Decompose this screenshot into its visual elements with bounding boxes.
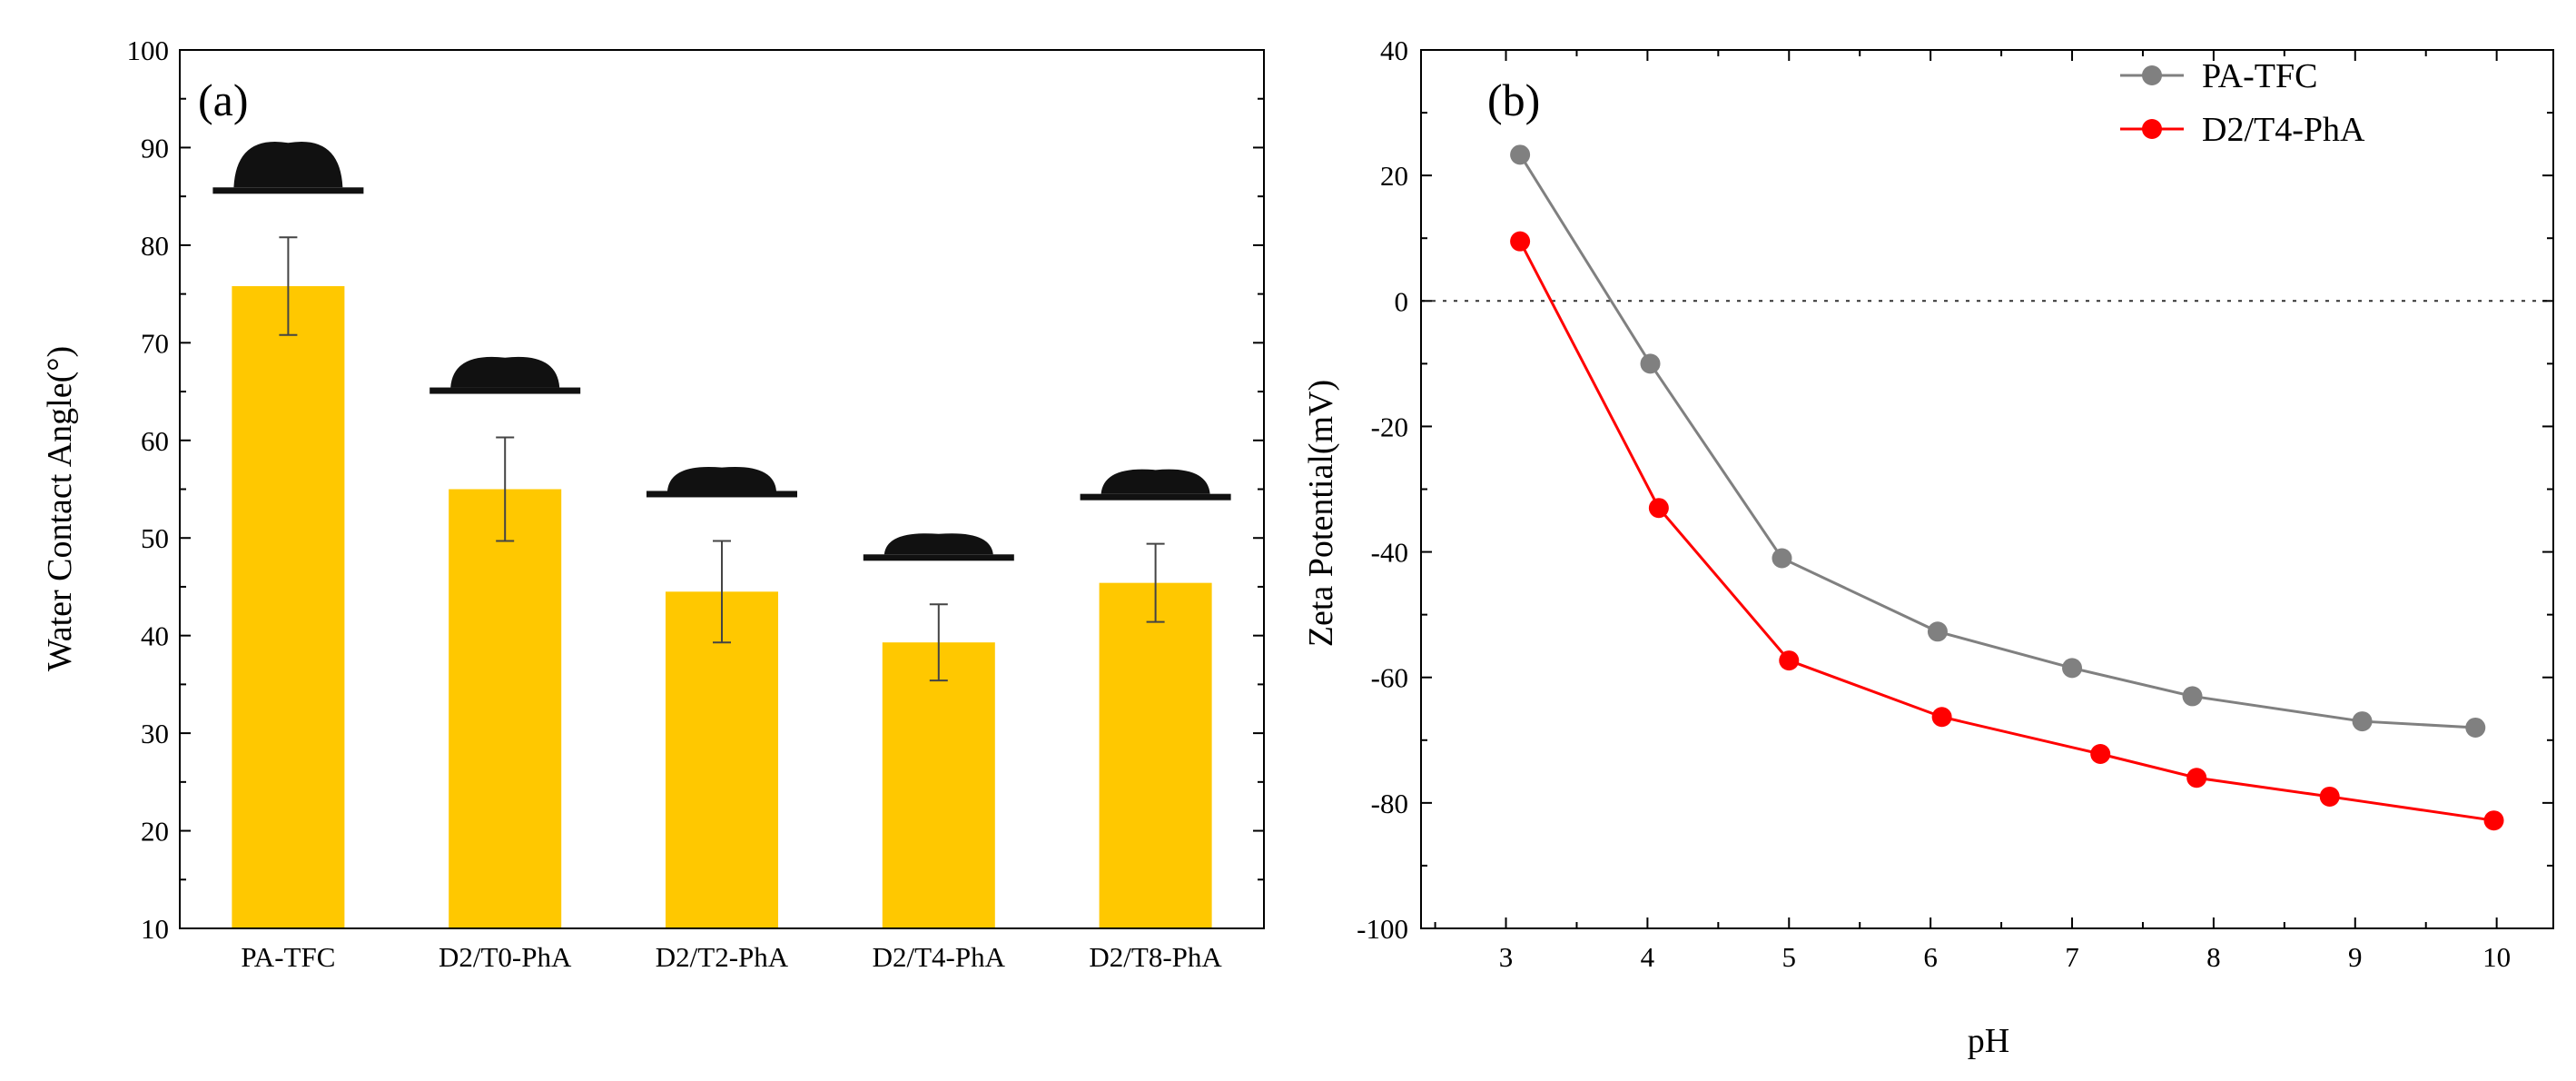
panel-b-line-chart: (b) Zeta Potential(mV) pH -100-80-60-40-… (1302, 35, 2554, 1060)
droplet-shape (450, 356, 560, 388)
y-tick-label-60: 60 (141, 425, 169, 457)
droplet-shape (883, 533, 993, 555)
panel-a-droplets (212, 141, 1231, 561)
series-d2-t4-pha (1510, 231, 2504, 831)
point-d2-t4-pha-1 (1648, 498, 1669, 519)
water-droplet-icon (1080, 469, 1231, 501)
point-d2-t4-pha-3 (1931, 707, 1952, 728)
y-tick-label-50: 50 (141, 522, 169, 554)
y-tick-label-30: 30 (141, 718, 169, 749)
point-d2-t4-pha-2 (1779, 650, 1800, 671)
y-tick-label-90: 90 (141, 132, 169, 164)
water-droplet-icon (863, 533, 1014, 561)
panel-a-label: (a) (198, 74, 249, 125)
series-line-pa-tfc (1518, 154, 2476, 729)
legend-label-d2-t4-pha: D2/T4-PhA (2202, 111, 2365, 149)
bar-pa-tfc (232, 286, 345, 928)
y-tick-label-40: -40 (1371, 537, 1408, 569)
substrate-line (1080, 493, 1231, 501)
panel-b-legend: PA-TFC D2/T4-PhA (2120, 57, 2365, 149)
y-tick-label-20: 20 (1380, 160, 1408, 192)
point-d2-t4-pha-7 (2483, 810, 2504, 831)
water-droplet-icon (429, 356, 581, 394)
point-pa-tfc-4 (2062, 658, 2083, 679)
y-tick-label-100: -100 (1357, 913, 1408, 945)
legend-marker-d2-t4-pha (2142, 119, 2162, 139)
point-pa-tfc-6 (2352, 711, 2373, 732)
y-tick-label-20: 20 (141, 816, 169, 848)
legend-label-pa-tfc: PA-TFC (2202, 57, 2317, 95)
x-tick-label-d2-t0-pha: D2/T0-PhA (439, 941, 572, 973)
panel-b-ticks: -100 -80 -60 -40 -20 0 20 40 3 4 5 6 7 8 9 10 (1357, 35, 2553, 973)
series-line-d2-t4-pha (1518, 240, 2494, 822)
bar-d2-t2-pha (666, 591, 778, 928)
substrate-line (646, 491, 797, 498)
y-tick-label-80: 80 (141, 230, 169, 262)
x-tick-label-8: 8 (2206, 941, 2221, 973)
x-tick-label-3: 3 (1499, 941, 1514, 973)
substrate-line (212, 187, 364, 194)
bar-d2-t0-pha (449, 489, 562, 928)
point-d2-t4-pha-6 (2319, 786, 2340, 807)
water-droplet-icon (212, 141, 364, 194)
panel-b-x-axis-title: pH (1968, 1022, 2009, 1060)
bar-d2-t4-pha (882, 642, 995, 928)
point-pa-tfc-7 (2465, 717, 2486, 738)
x-tick-label-7: 7 (2065, 941, 2079, 973)
y-tick-label-40: 40 (1380, 35, 1408, 66)
x-tick-label-4: 4 (1641, 941, 1655, 973)
point-pa-tfc-2 (1772, 548, 1792, 569)
x-tick-label-10: 10 (2482, 941, 2511, 973)
x-tick-label-9: 9 (2348, 941, 2363, 973)
y-tick-label-100: 100 (127, 35, 170, 66)
legend-marker-pa-tfc (2142, 65, 2162, 85)
y-tick-label-20: -20 (1371, 411, 1408, 442)
panel-b-series (1510, 144, 2504, 831)
y-tick-label-40: 40 (141, 620, 169, 652)
x-tick-label-6: 6 (1923, 941, 1938, 973)
series-pa-tfc (1510, 144, 2486, 738)
x-tick-label-pa-tfc: PA-TFC (241, 941, 335, 973)
panel-b-plot-frame (1420, 49, 2554, 929)
droplet-shape (233, 141, 343, 188)
x-tick-label-d2-t4-pha: D2/T4-PhA (873, 941, 1006, 973)
panel-a-y-ticks: 10 20 30 40 50 60 70 80 90 100 (127, 35, 1264, 945)
point-pa-tfc-3 (1927, 621, 1948, 642)
panel-b-y-axis-title: Zeta Potential(mV) (1302, 380, 1340, 647)
y-tick-label-80: -80 (1371, 788, 1408, 819)
y-tick-label-10: 10 (141, 913, 169, 945)
y-tick-label-60: -60 (1371, 662, 1408, 694)
x-tick-label-d2-t8-pha: D2/T8-PhA (1089, 941, 1222, 973)
water-droplet-icon (646, 466, 797, 498)
panel-a-bars (232, 286, 1212, 928)
y-tick-label-0: 0 (1395, 285, 1409, 317)
x-tick-label-d2-t2-pha: D2/T2-PhA (656, 941, 789, 973)
point-pa-tfc-1 (1640, 353, 1661, 374)
point-pa-tfc-5 (2182, 686, 2203, 707)
panel-a-x-tick-labels: PA-TFC D2/T0-PhA D2/T2-PhA D2/T4-PhA D2/T8-P… (241, 941, 1222, 973)
panel-b-axes (1420, 49, 2554, 929)
droplet-shape (667, 466, 776, 491)
panel-a-y-axis-title: Water Contact Angle(°) (41, 346, 79, 671)
point-d2-t4-pha-0 (1510, 231, 1531, 252)
panel-a-error-bars (279, 236, 1165, 682)
panel-b-label: (b) (1487, 74, 1540, 125)
bar-d2-t8-pha (1099, 582, 1212, 928)
substrate-line (429, 387, 581, 394)
droplet-shape (1100, 469, 1210, 494)
panel-a-bar-chart: (a) Water Contact Angle(°) 10 20 30 40 50 60 7… (41, 35, 1265, 973)
y-tick-label-70: 70 (141, 327, 169, 359)
point-d2-t4-pha-5 (2186, 768, 2207, 788)
x-tick-label-5: 5 (1782, 941, 1797, 973)
point-d2-t4-pha-4 (2090, 743, 2111, 764)
point-pa-tfc-0 (1510, 144, 1531, 165)
substrate-line (863, 554, 1014, 561)
